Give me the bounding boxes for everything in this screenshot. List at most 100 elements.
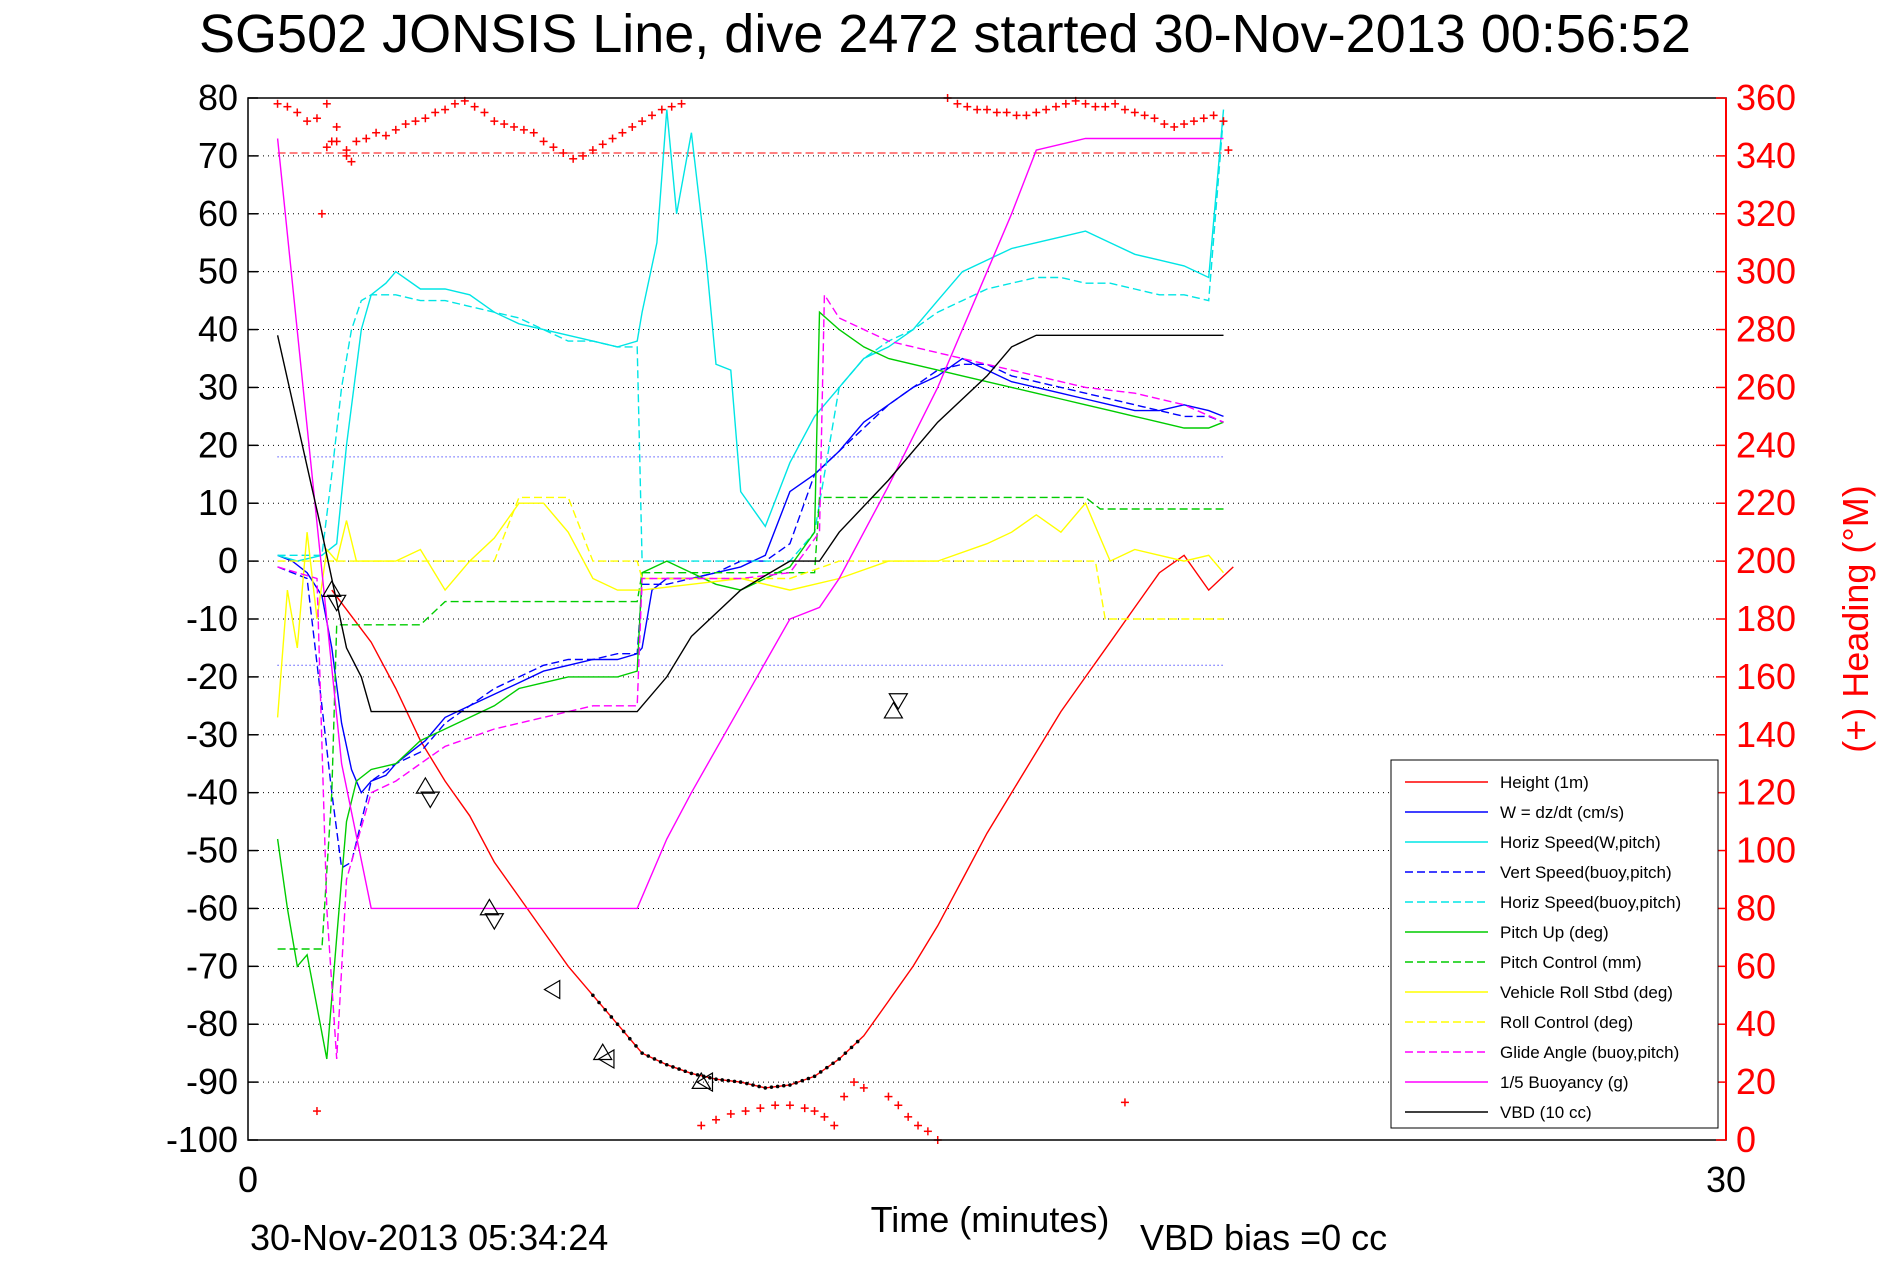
y2-tick-label: 40 bbox=[1736, 1003, 1776, 1044]
heading-marker bbox=[450, 99, 459, 108]
heading-marker bbox=[317, 209, 326, 218]
series-glide-angle-buoy-pitch bbox=[277, 292, 1224, 1060]
heading-marker bbox=[1160, 120, 1169, 129]
dive-triangle-markers bbox=[321, 579, 909, 1093]
heading-marker bbox=[894, 1101, 903, 1110]
y2-tick-label: 60 bbox=[1736, 945, 1776, 986]
y2-tick-label: 280 bbox=[1736, 309, 1796, 350]
dive-triangle-marker bbox=[888, 693, 909, 711]
height-sample-dot bbox=[818, 1070, 823, 1074]
dive-triangle-marker bbox=[484, 913, 505, 931]
heading-marker bbox=[914, 1121, 923, 1130]
y-tick-label: -10 bbox=[186, 598, 238, 639]
heading-marker bbox=[1219, 117, 1228, 126]
series-horiz-speed-buoy-pitch bbox=[277, 115, 1225, 562]
height-sample-dot bbox=[794, 1081, 798, 1085]
heading-marker bbox=[1120, 105, 1129, 114]
series-vehicle-roll-stbd-deg bbox=[276, 501, 1225, 718]
height-sample-dot bbox=[708, 1075, 712, 1080]
reference-lines bbox=[277, 152, 1224, 666]
series-lines bbox=[276, 109, 1234, 1089]
x-tick-label: 30 bbox=[1706, 1159, 1746, 1200]
heading-marker bbox=[372, 128, 381, 137]
height-sample-dot bbox=[769, 1085, 774, 1089]
heading-marker bbox=[559, 148, 568, 157]
heading-marker bbox=[647, 111, 656, 120]
heading-marker bbox=[1189, 117, 1198, 126]
heading-marker bbox=[963, 102, 972, 111]
heading-marker bbox=[810, 1107, 819, 1116]
y2-tick-label: 0 bbox=[1736, 1119, 1756, 1160]
height-sample-dot bbox=[726, 1078, 731, 1083]
y2-tick-label: 140 bbox=[1736, 714, 1796, 755]
y2-tick-label: 180 bbox=[1736, 598, 1796, 639]
y-tick-label: 0 bbox=[218, 540, 238, 581]
heading-marker bbox=[884, 1092, 893, 1101]
heading-marker bbox=[983, 105, 991, 114]
chart-title: SG502 JONSIS Line, dive 2472 started 30-… bbox=[199, 4, 1691, 64]
heading-marker bbox=[1051, 102, 1060, 111]
heading-marker bbox=[638, 117, 647, 126]
y2-tick-label: 100 bbox=[1736, 830, 1796, 871]
heading-markers bbox=[273, 94, 1233, 1144]
heading-marker bbox=[1180, 120, 1189, 129]
y-tick-label: 10 bbox=[198, 482, 238, 523]
height-sample-dot bbox=[751, 1083, 755, 1087]
height-sample-dot bbox=[664, 1062, 669, 1067]
height-sample-dot bbox=[738, 1080, 743, 1084]
footer-date: 30-Nov-2013 05:34:24 bbox=[250, 1217, 608, 1258]
height-sample-dot bbox=[800, 1078, 805, 1083]
heading-marker bbox=[283, 102, 292, 111]
height-sample-dot bbox=[831, 1061, 835, 1066]
dive-triangle-marker bbox=[543, 979, 561, 1000]
heading-marker bbox=[500, 120, 509, 129]
height-sample-dot bbox=[683, 1069, 688, 1074]
heading-marker bbox=[923, 1127, 932, 1136]
heading-marker bbox=[1140, 111, 1149, 120]
height-sample-dot bbox=[671, 1065, 675, 1069]
heading-marker bbox=[628, 122, 637, 131]
heading-marker bbox=[771, 1101, 780, 1110]
height-sample-dot bbox=[812, 1074, 817, 1079]
heading-marker bbox=[1224, 146, 1233, 155]
heading-marker bbox=[421, 114, 430, 123]
height-sample-dot bbox=[597, 1000, 601, 1005]
legend-label: 1/5 Buoyancy (g) bbox=[1500, 1073, 1629, 1092]
heading-marker bbox=[332, 137, 341, 146]
y-tick-label: -90 bbox=[186, 1061, 238, 1102]
heading-marker bbox=[510, 122, 519, 131]
heading-marker bbox=[401, 120, 410, 129]
y-tick-label: 30 bbox=[198, 366, 238, 407]
x-axis-label: Time (minutes) bbox=[871, 1199, 1110, 1240]
series-vbd-10-cc bbox=[276, 334, 1224, 713]
heading-marker bbox=[1120, 1098, 1129, 1107]
heading-marker bbox=[1150, 114, 1159, 123]
heading-marker bbox=[904, 1112, 913, 1121]
legend-label: Height (1m) bbox=[1500, 773, 1589, 792]
legend-label: Pitch Control (mm) bbox=[1500, 953, 1642, 972]
height-sample-dot bbox=[615, 1022, 620, 1027]
legend-label: Roll Control (deg) bbox=[1500, 1013, 1633, 1032]
height-sample-dot bbox=[652, 1057, 657, 1061]
y-tick-label: -30 bbox=[186, 714, 238, 755]
legend-label: W = dz/dt (cm/s) bbox=[1500, 803, 1624, 822]
y-tick-label: 60 bbox=[198, 193, 238, 234]
height-sample-dot bbox=[658, 1060, 663, 1064]
height-sample-dot bbox=[757, 1084, 761, 1089]
y2-tick-label: 240 bbox=[1736, 424, 1796, 465]
y-tick-label: -50 bbox=[186, 830, 238, 871]
height-sample-dot bbox=[720, 1078, 724, 1082]
y2-tick-label: 120 bbox=[1736, 772, 1796, 813]
heading-marker bbox=[830, 1121, 839, 1130]
height-sample-dot bbox=[677, 1067, 681, 1071]
y-tick-label: 20 bbox=[198, 424, 238, 465]
dive-triangle-marker bbox=[326, 594, 347, 612]
height-sample-dot bbox=[806, 1076, 811, 1081]
dive-triangle-marker bbox=[415, 776, 436, 794]
series-roll-control-deg bbox=[277, 496, 1224, 620]
heading-marker bbox=[312, 114, 321, 123]
x-axis-ticks: 0 30 bbox=[238, 1159, 1746, 1200]
heading-marker bbox=[840, 1092, 849, 1101]
heading-marker bbox=[741, 1107, 750, 1116]
